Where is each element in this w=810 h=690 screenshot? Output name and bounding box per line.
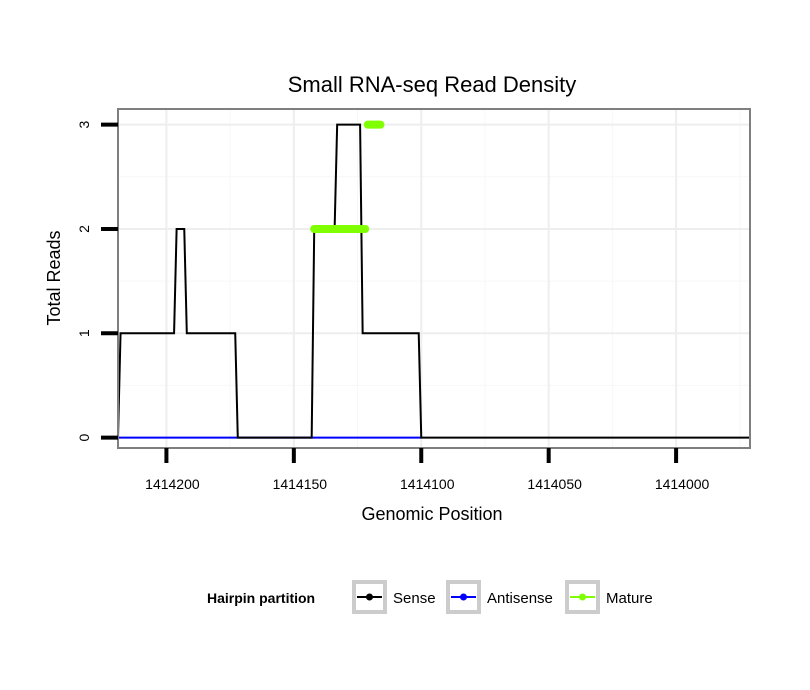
chart-title: Small RNA-seq Read Density [288, 72, 577, 97]
legend-item-mature: Mature [565, 580, 653, 614]
plot-panel-border [117, 108, 751, 449]
legend-label: Antisense [487, 590, 553, 607]
legend-key-dot [460, 593, 467, 601]
plot-series [117, 120, 750, 439]
grid [118, 109, 750, 448]
x-tick-label: 1414200 [145, 476, 200, 492]
y-tick-label: 3 [76, 121, 92, 129]
legend-item-sense: Sense [352, 580, 436, 614]
x-axis-title: Genomic Position [361, 504, 502, 524]
legend: Hairpin partition Sense Antisense Mature [207, 580, 653, 614]
axes: 1414200 1414150 1414100 1414050 1414000 0 1 2 3 [76, 121, 710, 492]
x-tick-label: 1414100 [400, 476, 455, 492]
y-tick-label: 1 [76, 329, 92, 337]
x-tick-label: 1414050 [527, 476, 582, 492]
legend-key-dot [366, 593, 373, 601]
legend-label: Mature [606, 590, 653, 607]
legend-title: Hairpin partition [207, 590, 315, 606]
x-tick-label: 1414000 [655, 476, 710, 492]
y-axis-title: Total Reads [44, 230, 64, 325]
legend-label: Sense [393, 590, 436, 607]
y-tick-label: 2 [76, 225, 92, 233]
legend-items: Sense Antisense Mature [352, 580, 653, 614]
legend-item-antisense: Antisense [446, 580, 553, 614]
x-tick-label: 1414150 [273, 476, 328, 492]
legend-key-dot [579, 593, 586, 601]
y-tick-label: 0 [76, 433, 92, 441]
